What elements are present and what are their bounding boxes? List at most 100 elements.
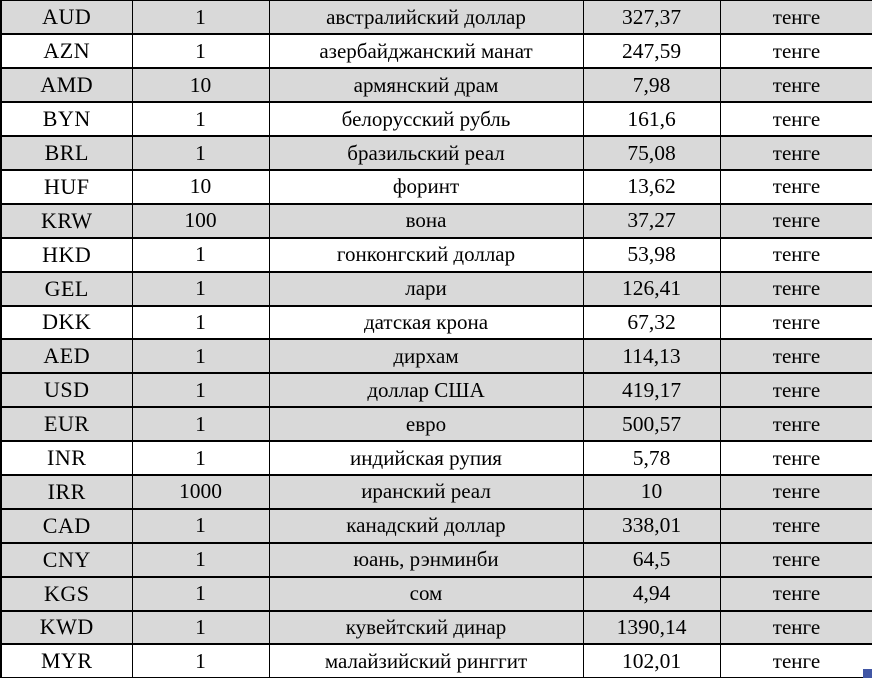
rate-cell: 10 xyxy=(583,474,721,510)
rate-cell: 13,62 xyxy=(583,169,721,205)
table-row: MYR 1 малайзийский ринггит 102,01 тенге xyxy=(1,644,872,678)
currency-code-cell: AZN xyxy=(1,34,133,70)
currency-name-cell: австралийский доллар xyxy=(269,0,584,36)
rate-cell: 37,27 xyxy=(583,203,721,239)
tenge-unit-cell: тенге xyxy=(720,34,872,70)
tenge-unit-cell: тенге xyxy=(720,339,872,375)
table-row: EUR 1 евро 500,57 тенге xyxy=(1,407,872,443)
units-cell: 1 xyxy=(132,339,270,375)
rate-cell: 5,78 xyxy=(583,441,721,476)
currency-code-cell: INR xyxy=(1,441,133,476)
units-cell: 1 xyxy=(132,0,270,36)
rate-cell: 67,32 xyxy=(583,305,721,341)
tenge-unit-cell: тенге xyxy=(720,68,872,104)
table-row: AMD 10 армянский драм 7,98 тенге xyxy=(1,68,872,104)
units-cell: 1 xyxy=(132,136,270,171)
table-row: GEL 1 лари 126,41 тенге xyxy=(1,271,872,307)
tenge-unit-cell: тенге xyxy=(720,610,872,646)
units-cell: 1000 xyxy=(132,474,270,510)
currency-code-cell: EUR xyxy=(1,407,133,443)
units-cell: 1 xyxy=(132,373,270,409)
currency-code-cell: AMD xyxy=(1,68,133,104)
table-row: KGS 1 сом 4,94 тенге xyxy=(1,576,872,612)
currency-code-cell: HKD xyxy=(1,237,133,273)
tenge-unit-cell: тенге xyxy=(720,644,872,678)
rate-cell: 75,08 xyxy=(583,136,721,171)
currency-name-cell: гонконгский доллар xyxy=(269,237,584,273)
rate-cell: 1390,14 xyxy=(583,610,721,646)
units-cell: 1 xyxy=(132,271,270,307)
currency-name-cell: канадский доллар xyxy=(269,508,584,544)
currency-code-cell: USD xyxy=(1,373,133,409)
rate-cell: 64,5 xyxy=(583,542,721,578)
table-row: AUD 1 австралийский доллар 327,37 тенге xyxy=(1,0,872,36)
units-cell: 10 xyxy=(132,68,270,104)
units-cell: 1 xyxy=(132,102,270,138)
currency-name-cell: индийская рупия xyxy=(269,441,584,476)
rate-cell: 419,17 xyxy=(583,373,721,409)
units-cell: 1 xyxy=(132,441,270,476)
tenge-unit-cell: тенге xyxy=(720,305,872,341)
currency-name-cell: евро xyxy=(269,407,584,443)
rate-cell: 161,6 xyxy=(583,102,721,138)
currency-code-cell: AED xyxy=(1,339,133,375)
table-row: IRR 1000 иранский реал 10 тенге xyxy=(1,474,872,510)
units-cell: 1 xyxy=(132,34,270,70)
tenge-unit-cell: тенге xyxy=(720,271,872,307)
rate-cell: 500,57 xyxy=(583,407,721,443)
units-cell: 1 xyxy=(132,542,270,578)
table-row: KWD 1 кувейтский динар 1390,14 тенге xyxy=(1,610,872,646)
tenge-unit-cell: тенге xyxy=(720,508,872,544)
rate-cell: 114,13 xyxy=(583,339,721,375)
rate-cell: 338,01 xyxy=(583,508,721,544)
table-row: INR 1 индийская рупия 5,78 тенге xyxy=(1,441,872,476)
currency-code-cell: MYR xyxy=(1,644,133,678)
currency-code-cell: KGS xyxy=(1,576,133,612)
rate-cell: 4,94 xyxy=(583,576,721,612)
tenge-unit-cell: тенге xyxy=(720,136,872,171)
table-row: KRW 100 вона 37,27 тенге xyxy=(1,203,872,239)
tenge-unit-cell: тенге xyxy=(720,407,872,443)
table-row: HUF 10 форинт 13,62 тенге xyxy=(1,169,872,205)
units-cell: 1 xyxy=(132,508,270,544)
table-row: CNY 1 юань, рэнминби 64,5 тенге xyxy=(1,542,872,578)
units-cell: 1 xyxy=(132,237,270,273)
table-row: BRL 1 бразильский реал 75,08 тенге xyxy=(1,136,872,171)
table-row: AZN 1 азербайджанский манат 247,59 тенге xyxy=(1,34,872,70)
tenge-unit-cell: тенге xyxy=(720,203,872,239)
currency-name-cell: малайзийский ринггит xyxy=(269,644,584,678)
tenge-unit-cell: тенге xyxy=(720,237,872,273)
tenge-unit-cell: тенге xyxy=(720,0,872,36)
currency-name-cell: сом xyxy=(269,576,584,612)
currency-name-cell: лари xyxy=(269,271,584,307)
units-cell: 10 xyxy=(132,169,270,205)
currency-code-cell: BYN xyxy=(1,102,133,138)
currency-name-cell: армянский драм xyxy=(269,68,584,104)
rate-cell: 327,37 xyxy=(583,0,721,36)
currency-code-cell: IRR xyxy=(1,474,133,510)
blue-corner-mark xyxy=(863,669,872,678)
currency-name-cell: иранский реал xyxy=(269,474,584,510)
rate-cell: 7,98 xyxy=(583,68,721,104)
currency-name-cell: дирхам xyxy=(269,339,584,375)
rate-cell: 53,98 xyxy=(583,237,721,273)
currency-code-cell: CNY xyxy=(1,542,133,578)
currency-code-cell: BRL xyxy=(1,136,133,171)
units-cell: 1 xyxy=(132,576,270,612)
currency-code-cell: KRW xyxy=(1,203,133,239)
table-row: DKK 1 датская крона 67,32 тенге xyxy=(1,305,872,341)
tenge-unit-cell: тенге xyxy=(720,102,872,138)
units-cell: 1 xyxy=(132,305,270,341)
rate-cell: 102,01 xyxy=(583,644,721,678)
currency-name-cell: форинт xyxy=(269,169,584,205)
table-row: HKD 1 гонконгский доллар 53,98 тенге xyxy=(1,237,872,273)
table-row: USD 1 доллар США 419,17 тенге xyxy=(1,373,872,409)
tenge-unit-cell: тенге xyxy=(720,576,872,612)
currency-code-cell: KWD xyxy=(1,610,133,646)
currency-name-cell: датская крона xyxy=(269,305,584,341)
currency-code-cell: HUF xyxy=(1,169,133,205)
currency-name-cell: азербайджанский манат xyxy=(269,34,584,70)
units-cell: 1 xyxy=(132,644,270,678)
